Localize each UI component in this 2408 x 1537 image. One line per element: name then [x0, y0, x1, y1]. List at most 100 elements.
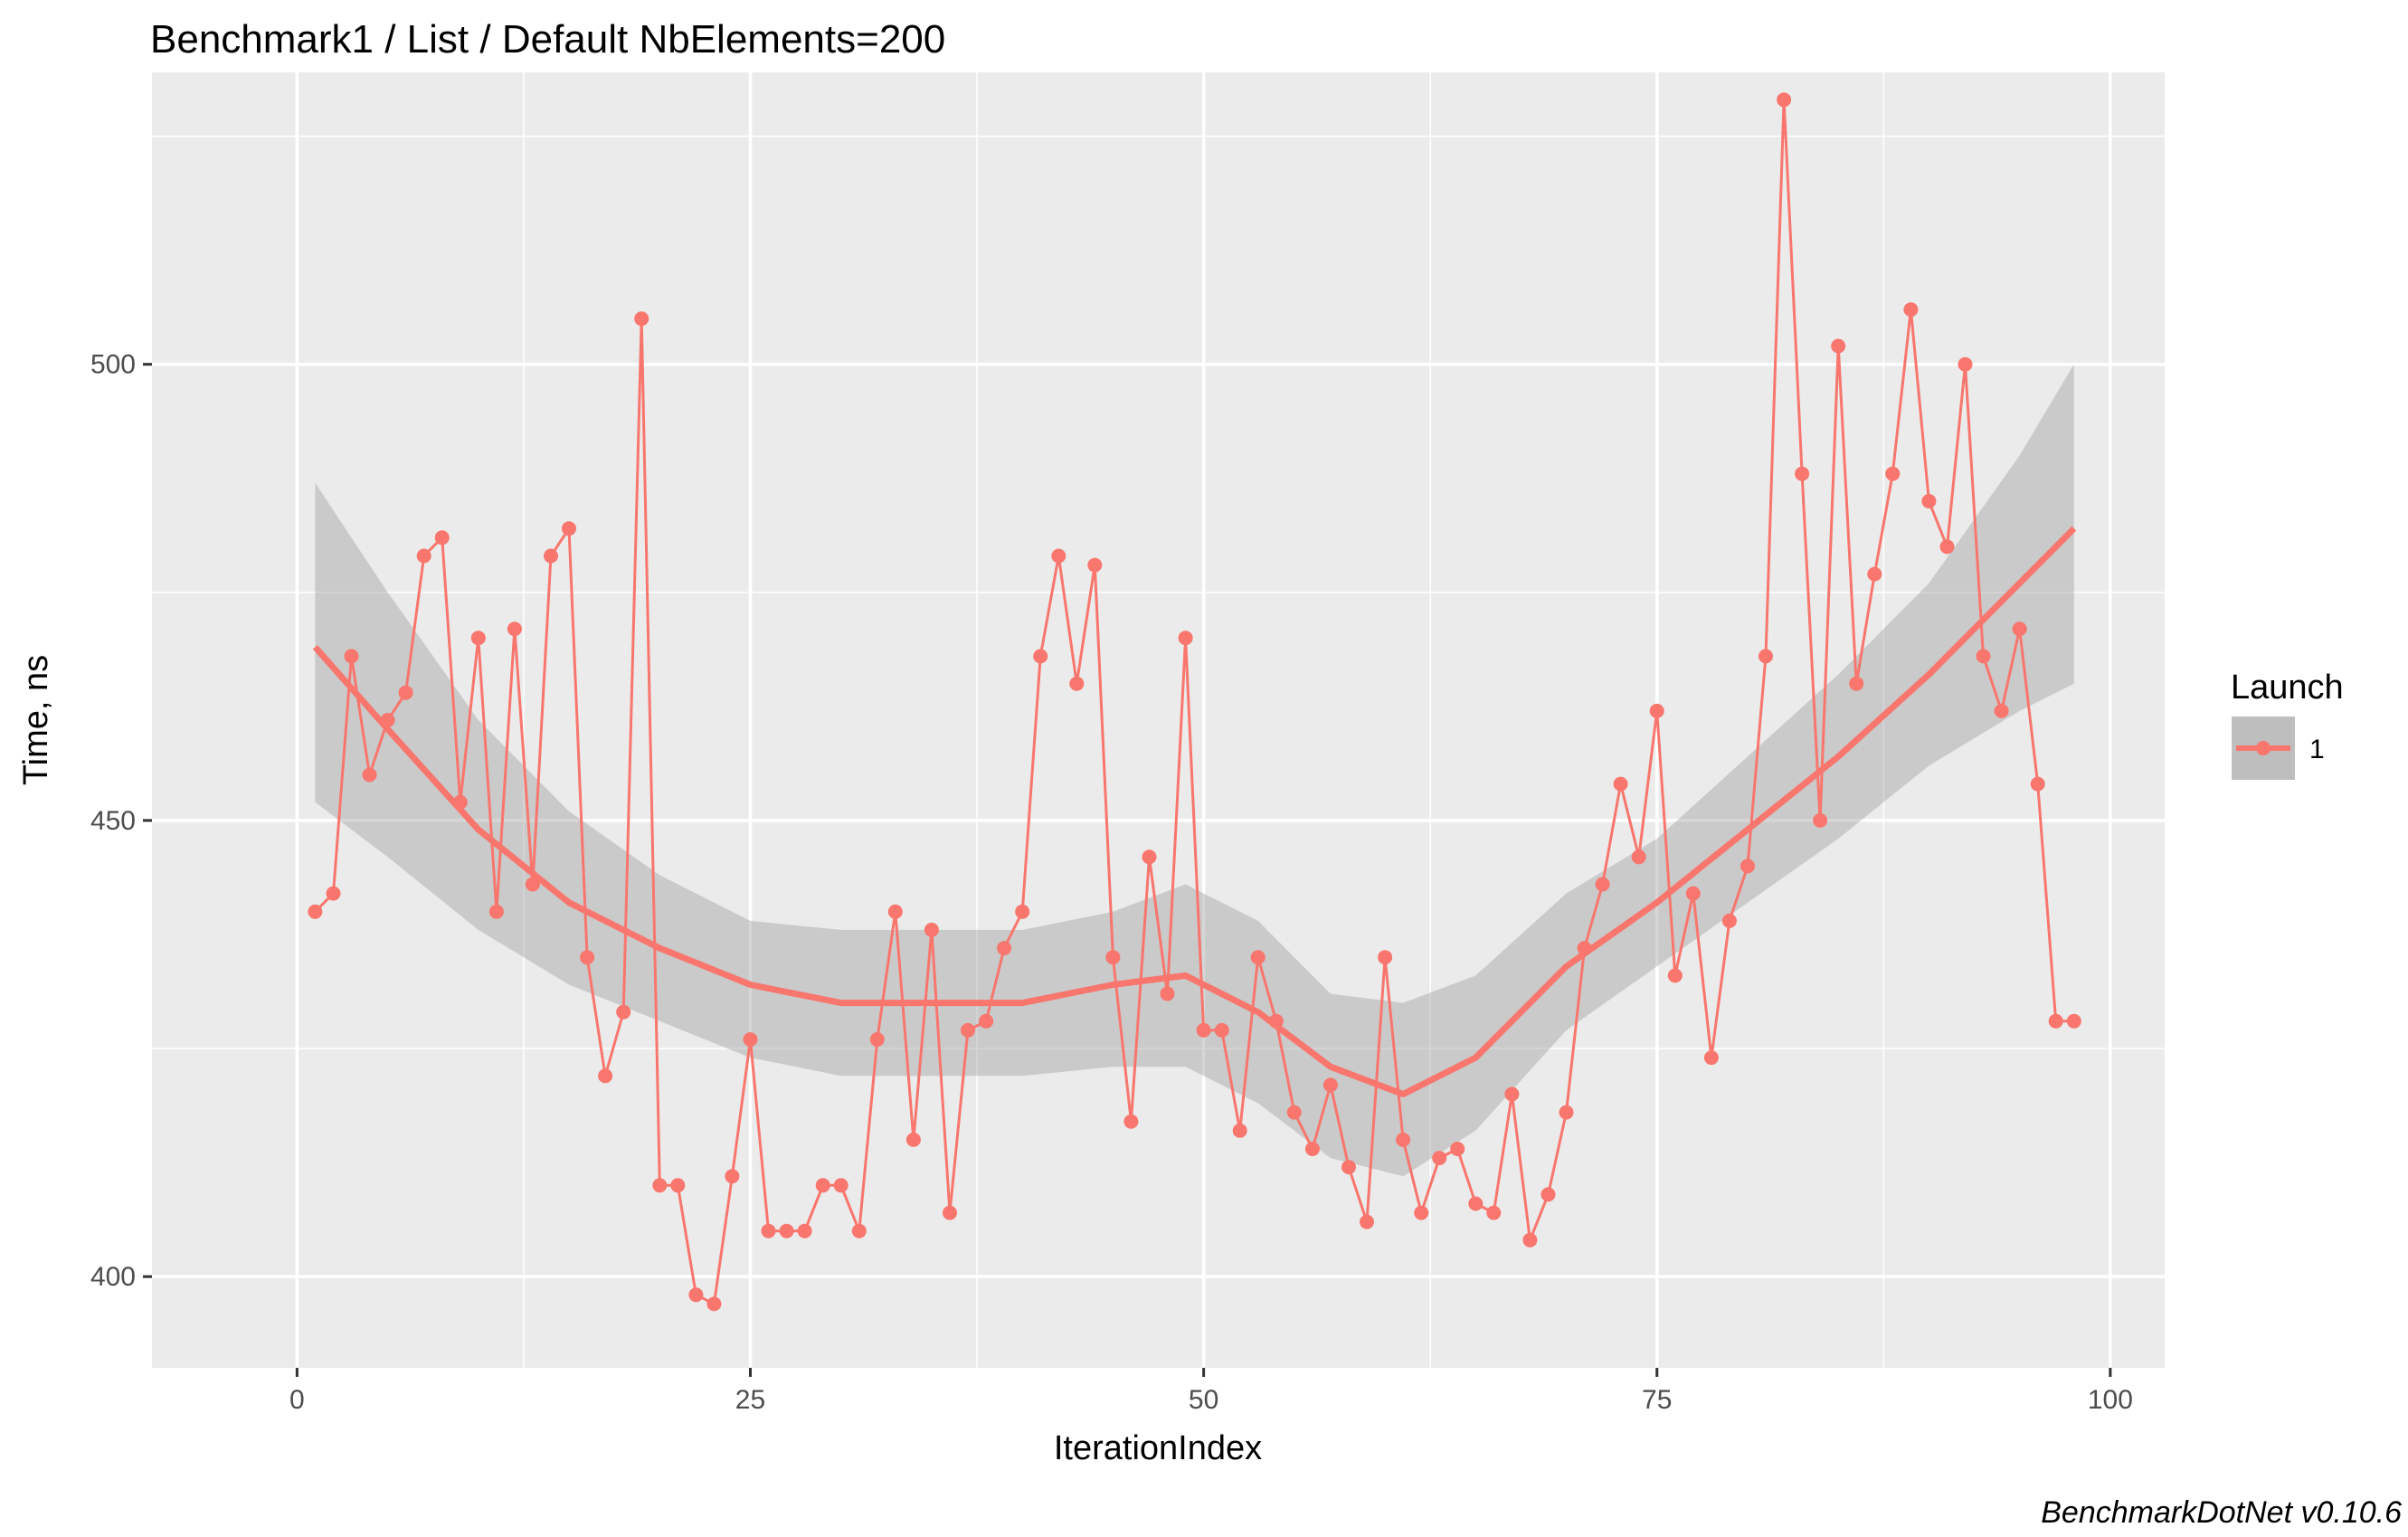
- data-point: [416, 548, 431, 564]
- smooth-line-group: [312, 526, 2077, 1097]
- caption: BenchmarkDotNet v0.10.6: [2041, 1495, 2402, 1530]
- data-point: [1849, 676, 1864, 691]
- y-tick-label: 500: [90, 350, 136, 380]
- data-point: [1541, 1187, 1556, 1202]
- data-points: [308, 92, 2081, 1312]
- data-point: [1903, 302, 1919, 318]
- data-point: [688, 1287, 704, 1303]
- data-point: [1559, 1105, 1574, 1120]
- data-point: [1414, 1205, 1429, 1220]
- chart-title: Benchmark1 / List / Default NbElements=2…: [150, 17, 945, 62]
- data-point: [1214, 1022, 1229, 1038]
- data-point: [1160, 986, 1175, 1001]
- data-point: [1378, 950, 1393, 965]
- data-point: [1105, 950, 1121, 965]
- data-point: [652, 1178, 668, 1193]
- data-point: [1831, 338, 1846, 354]
- x-axis-title: IterationIndex: [1054, 1429, 1262, 1467]
- data-point: [997, 941, 1012, 956]
- data-point: [308, 904, 323, 919]
- y-tick-label: 450: [90, 806, 136, 836]
- data-point: [1885, 466, 1901, 481]
- data-point: [1595, 877, 1610, 892]
- data-point: [1976, 649, 1991, 664]
- data-point: [1795, 466, 1810, 481]
- data-point: [1286, 1105, 1302, 1120]
- data-point: [544, 548, 558, 564]
- data-point: [398, 685, 413, 700]
- data-point: [598, 1068, 613, 1084]
- data-point: [743, 1032, 758, 1047]
- data-point: [1486, 1205, 1502, 1220]
- data-point: [851, 1223, 867, 1238]
- data-point: [1396, 1132, 1411, 1147]
- data-point: [1577, 941, 1592, 956]
- data-point: [1759, 649, 1773, 664]
- x-tick-label: 100: [2088, 1385, 2133, 1415]
- data-point: [1087, 557, 1103, 573]
- data-point: [1631, 849, 1646, 865]
- plot-panel: [152, 72, 2165, 1368]
- data-point: [380, 713, 395, 727]
- data-point: [2012, 621, 2027, 637]
- data-point: [979, 1013, 994, 1029]
- data-point: [507, 621, 522, 637]
- x-tick-label: 50: [1189, 1385, 1218, 1415]
- data-point: [326, 886, 341, 901]
- data-point: [1813, 812, 1828, 828]
- confidence-band-area: [315, 364, 2074, 1177]
- data-point: [562, 521, 576, 536]
- y-axis: 400 450 500: [90, 350, 152, 1292]
- data-point: [1196, 1022, 1211, 1038]
- data-point: [1777, 92, 1792, 108]
- data-point: [1994, 703, 2009, 718]
- smooth-line: [312, 526, 2077, 1097]
- data-point: [1069, 676, 1085, 691]
- legend-title: Launch: [2231, 669, 2344, 707]
- data-point: [2066, 1013, 2081, 1029]
- data-point: [670, 1178, 686, 1193]
- data-point: [761, 1223, 776, 1238]
- data-point: [1323, 1077, 1338, 1093]
- data-point: [362, 767, 377, 783]
- data-point: [1268, 1013, 1284, 1029]
- data-point: [706, 1296, 722, 1312]
- data-point: [1721, 913, 1737, 928]
- x-tick-label: 0: [289, 1385, 305, 1415]
- data-point: [1450, 1142, 1465, 1156]
- data-point: [1123, 1114, 1139, 1129]
- data-point: [815, 1178, 830, 1193]
- data-point: [634, 311, 649, 327]
- data-point: [2030, 776, 2045, 792]
- data-point: [779, 1223, 794, 1238]
- data-point: [1649, 703, 1664, 718]
- data-point: [1468, 1196, 1484, 1211]
- data-point: [1250, 950, 1266, 965]
- data-point: [905, 1132, 921, 1147]
- data-point: [344, 649, 359, 664]
- data-point: [1432, 1151, 1447, 1166]
- x-axis: 0 25 50 75 100: [289, 1368, 2133, 1415]
- data-point: [725, 1169, 740, 1184]
- data-point: [961, 1022, 975, 1038]
- data-point: [1939, 539, 1955, 555]
- data-point: [1051, 548, 1067, 564]
- series-line-group: [314, 100, 2074, 1306]
- data-point: [1015, 904, 1030, 919]
- data-point: [470, 631, 486, 646]
- data-point: [924, 922, 939, 937]
- data-point: [1341, 1160, 1356, 1175]
- data-point: [1958, 356, 1973, 372]
- data-point: [1522, 1232, 1538, 1248]
- data-point: [2048, 1013, 2063, 1029]
- data-point: [1304, 1142, 1320, 1156]
- data-point: [1921, 494, 1937, 508]
- data-point: [616, 1004, 631, 1020]
- data-point: [580, 950, 595, 965]
- data-point: [525, 877, 540, 892]
- data-point: [833, 1178, 848, 1193]
- y-axis-title: Time, ns: [17, 655, 55, 785]
- data-point: [887, 904, 903, 919]
- data-point: [434, 530, 450, 546]
- y-tick-label: 400: [90, 1262, 136, 1292]
